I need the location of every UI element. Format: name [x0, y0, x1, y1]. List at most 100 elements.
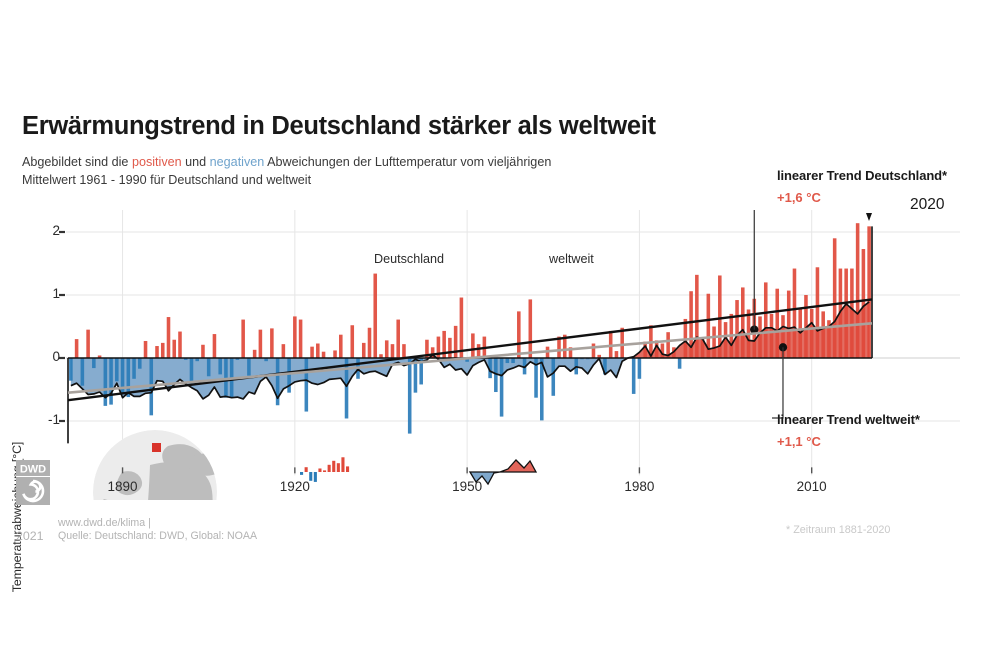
bar-1961	[528, 299, 533, 358]
bar-1992	[706, 293, 711, 358]
x-tick-label-1950: 1950	[452, 479, 483, 495]
bar-1896	[155, 346, 159, 358]
bar-1939	[402, 344, 406, 358]
bar-1918	[281, 344, 286, 358]
y-tick-label-0: 0	[52, 349, 60, 364]
bar-1911	[241, 319, 245, 358]
bar-1916	[270, 328, 274, 358]
bar-2014	[832, 238, 837, 358]
bar-1959	[517, 311, 521, 358]
bar-1941	[413, 358, 418, 393]
subtitle-part-c: Abweichungen der Lufttemperatur vom viel…	[264, 155, 552, 169]
bar-1929	[344, 358, 349, 419]
bar-1893	[138, 358, 142, 369]
bar-2011	[815, 267, 820, 358]
bar-2016	[844, 268, 848, 358]
bar-1887	[103, 358, 108, 406]
global-anomaly-line	[70, 301, 870, 400]
annotation-last-year: 2020	[910, 196, 945, 213]
footer-url[interactable]: www.dwd.de/klima |	[58, 517, 151, 529]
bar-1997	[735, 300, 739, 358]
bar-1958	[511, 358, 515, 364]
subtitle-positive-word: positiven	[131, 155, 182, 169]
bar-1922	[304, 358, 309, 412]
bar-1963	[540, 358, 544, 421]
bar-1965	[551, 358, 556, 396]
page-title: Erwärmungstrend in Deutschland stärker a…	[22, 112, 656, 140]
bar-1899	[172, 339, 177, 358]
bar-1933	[367, 327, 372, 358]
leader-trend-global	[772, 347, 784, 419]
trend-line-global	[67, 322, 873, 394]
bar-1994	[718, 275, 722, 358]
bar-1924	[316, 343, 320, 358]
bar-1928	[339, 334, 343, 358]
bar-1938	[396, 319, 400, 358]
bar-1975	[608, 330, 613, 358]
bar-2020	[867, 226, 871, 358]
bar-2015	[838, 268, 843, 358]
bar-1945	[436, 336, 441, 358]
bar-1886	[97, 355, 102, 358]
bar-1946	[442, 330, 446, 358]
bar-1952	[476, 344, 481, 358]
bar-1934	[373, 273, 378, 358]
bar-1966	[557, 336, 561, 358]
svg-text:DWD: DWD	[20, 464, 46, 476]
bar-1881	[69, 358, 73, 381]
bar-1984	[660, 343, 665, 358]
subtitle-part-b: und	[181, 155, 210, 169]
bar-1917	[275, 358, 280, 406]
germany-bars-group	[69, 223, 871, 434]
dwd-logo: DWD	[16, 460, 50, 505]
bar-1898	[166, 317, 171, 358]
x-tick-label-1920: 1920	[279, 479, 310, 495]
trend-marker-germany	[750, 325, 759, 334]
y-tick-label-1: 1	[52, 286, 60, 301]
annotation-trend-global-value: +1,1 °C	[777, 434, 821, 449]
bar-1919	[287, 358, 291, 393]
temperature-anomaly-chart: Temperaturabweichung [°C]	[0, 210, 1000, 592]
legend-label-germany: Deutschland	[374, 252, 445, 266]
footer-source: Quelle: Deutschland: DWD, Global: NOAA	[58, 530, 258, 542]
bar-1889	[115, 358, 119, 382]
chart-legend	[300, 457, 538, 486]
subtitle-part-a: Abgebildet sind die	[22, 155, 132, 169]
subtitle-negative-word: negativen	[209, 155, 265, 169]
bar-1960	[522, 358, 527, 375]
bar-1891	[126, 358, 131, 398]
bar-2002	[763, 282, 768, 358]
bar-1977	[620, 327, 624, 358]
trend-marker-global	[778, 343, 788, 352]
bar-1980	[637, 358, 642, 379]
bar-1920	[293, 316, 297, 358]
bar-1900	[178, 331, 182, 358]
bar-1972	[591, 343, 596, 358]
bar-1897	[160, 342, 165, 358]
bar-1968	[568, 347, 573, 358]
bar-1976	[614, 351, 619, 358]
bar-1991	[700, 339, 705, 358]
bar-1930	[350, 325, 355, 358]
bar-1906	[212, 334, 217, 358]
y-tick-label-2: 2	[52, 223, 60, 238]
subtitle-line2: Mittelwert 1961 - 1990 für Deutschland u…	[22, 172, 312, 187]
bar-1915	[264, 358, 268, 362]
bar-1967	[562, 334, 567, 358]
bar-1998	[741, 287, 745, 358]
bar-1987	[677, 358, 682, 369]
page-subtitle: Abgebildet sind die positiven und negati…	[22, 154, 782, 189]
bar-1954	[488, 358, 492, 379]
bar-1947	[448, 337, 452, 358]
bar-1894	[143, 340, 148, 358]
bar-2012	[821, 311, 825, 358]
bar-1923	[310, 346, 314, 358]
bar-1955	[494, 358, 498, 393]
bar-1937	[390, 344, 395, 358]
bar-1901	[183, 358, 188, 360]
bar-1890	[120, 358, 125, 393]
bar-1993	[712, 326, 716, 358]
footer-year: 2021	[16, 529, 44, 543]
bar-1995	[723, 322, 728, 358]
